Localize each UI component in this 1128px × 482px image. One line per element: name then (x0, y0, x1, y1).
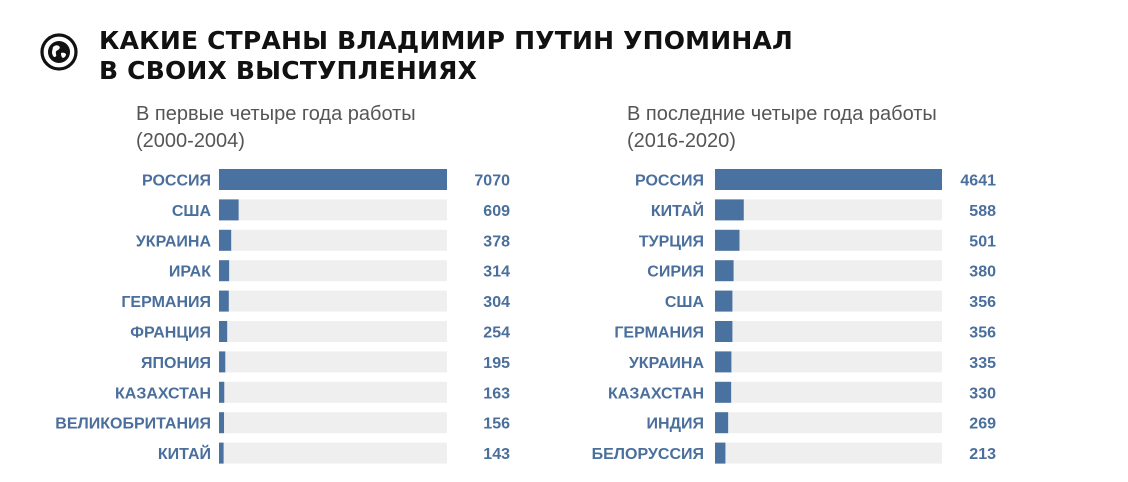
bar-track (219, 381, 447, 403)
value-label: 356 (969, 325, 996, 342)
category-label: ИРАК (169, 264, 211, 281)
category-label: ТУРЦИЯ (639, 233, 704, 250)
bar (219, 290, 229, 312)
value-label: 330 (969, 385, 996, 402)
left-subtitle-line2: (2000-2004) (136, 130, 245, 152)
bar-track (715, 260, 942, 282)
value-label: 254 (483, 325, 510, 342)
category-label: СИРИЯ (647, 264, 704, 281)
bar-track (715, 442, 942, 464)
bar-track (219, 229, 447, 251)
bar-track (219, 412, 447, 434)
category-label: КАЗАХСТАН (115, 385, 211, 402)
value-label: 378 (483, 233, 510, 250)
bar (219, 321, 228, 342)
category-label: ФРАНЦИЯ (130, 325, 211, 342)
left-subtitle-line1: В первые четыре года работы (136, 103, 416, 125)
value-label: 501 (969, 233, 996, 250)
bar-track (715, 381, 942, 403)
bar-track (715, 290, 942, 312)
category-label: ГЕРМАНИЯ (614, 325, 704, 342)
value-label: 314 (483, 264, 510, 281)
bar (219, 442, 224, 464)
bar (219, 169, 447, 190)
category-label: КИТАЙ (158, 444, 211, 463)
right-subtitle-line1: В последние четыре года работы (627, 103, 937, 125)
value-label: 588 (969, 203, 996, 220)
category-label: КИТАЙ (651, 201, 704, 220)
bar (715, 199, 744, 221)
category-label: США (665, 294, 705, 311)
bar (219, 229, 232, 251)
bar (715, 290, 733, 312)
left-chart-subtitle: В первые четыре года работы (2000-2004) (136, 101, 416, 155)
category-label: УКРАИНА (629, 355, 705, 372)
category-label: РОССИЯ (142, 173, 211, 190)
category-label: УКРАИНА (136, 233, 212, 250)
category-label: БЕЛОРУССИЯ (592, 446, 704, 463)
value-label: 143 (483, 446, 510, 463)
category-label: РОССИЯ (635, 173, 704, 190)
bar (715, 229, 740, 251)
bar (219, 412, 225, 434)
value-label: 269 (969, 416, 996, 433)
bar (715, 260, 734, 282)
chart-title-line1: КАКИЕ СТРАНЫ ВЛАДИМИР ПУТИН УПОМИНАЛ (99, 26, 793, 55)
globe-icon (40, 33, 78, 71)
value-label: 213 (969, 446, 996, 463)
bar-track (219, 321, 447, 342)
bar-track (715, 412, 942, 434)
bar (219, 351, 226, 373)
value-label: 304 (483, 294, 510, 311)
value-label: 609 (483, 203, 510, 220)
value-label: 356 (969, 294, 996, 311)
value-label: 4641 (960, 173, 996, 190)
value-label: 380 (969, 264, 996, 281)
bar (219, 260, 230, 282)
value-label: 163 (483, 385, 510, 402)
category-label: ИНДИЯ (647, 416, 704, 433)
bar (715, 442, 726, 464)
bar (715, 412, 729, 434)
bar-track (715, 351, 942, 373)
bar-track (715, 199, 942, 221)
right-subtitle-line2: (2016-2020) (627, 130, 736, 152)
category-label: ГЕРМАНИЯ (121, 294, 211, 311)
bar (715, 321, 733, 342)
category-label: КАЗАХСТАН (608, 385, 704, 402)
bar (715, 351, 732, 373)
bar-track (715, 321, 942, 342)
bar-track (715, 229, 942, 251)
category-label: США (172, 203, 212, 220)
chart-title: КАКИЕ СТРАНЫ ВЛАДИМИР ПУТИН УПОМИНАЛ В С… (99, 26, 793, 86)
value-label: 156 (483, 416, 510, 433)
chart-title-line2: В СВОИХ ВЫСТУПЛЕНИЯХ (99, 56, 478, 85)
value-label: 7070 (474, 173, 510, 190)
category-label: ВЕЛИКОБРИТАНИЯ (55, 416, 211, 433)
bar (219, 381, 225, 403)
bar-track (219, 442, 447, 464)
bar-track (219, 260, 447, 282)
right-chart-subtitle: В последние четыре года работы (2016-202… (627, 101, 937, 155)
bar (219, 199, 239, 221)
bar-track (219, 351, 447, 373)
bar (715, 381, 732, 403)
bar-track (219, 290, 447, 312)
value-label: 195 (483, 355, 510, 372)
bar-track (219, 199, 447, 221)
category-label: ЯПОНИЯ (141, 355, 211, 372)
value-label: 335 (969, 355, 996, 372)
bar (715, 169, 942, 190)
